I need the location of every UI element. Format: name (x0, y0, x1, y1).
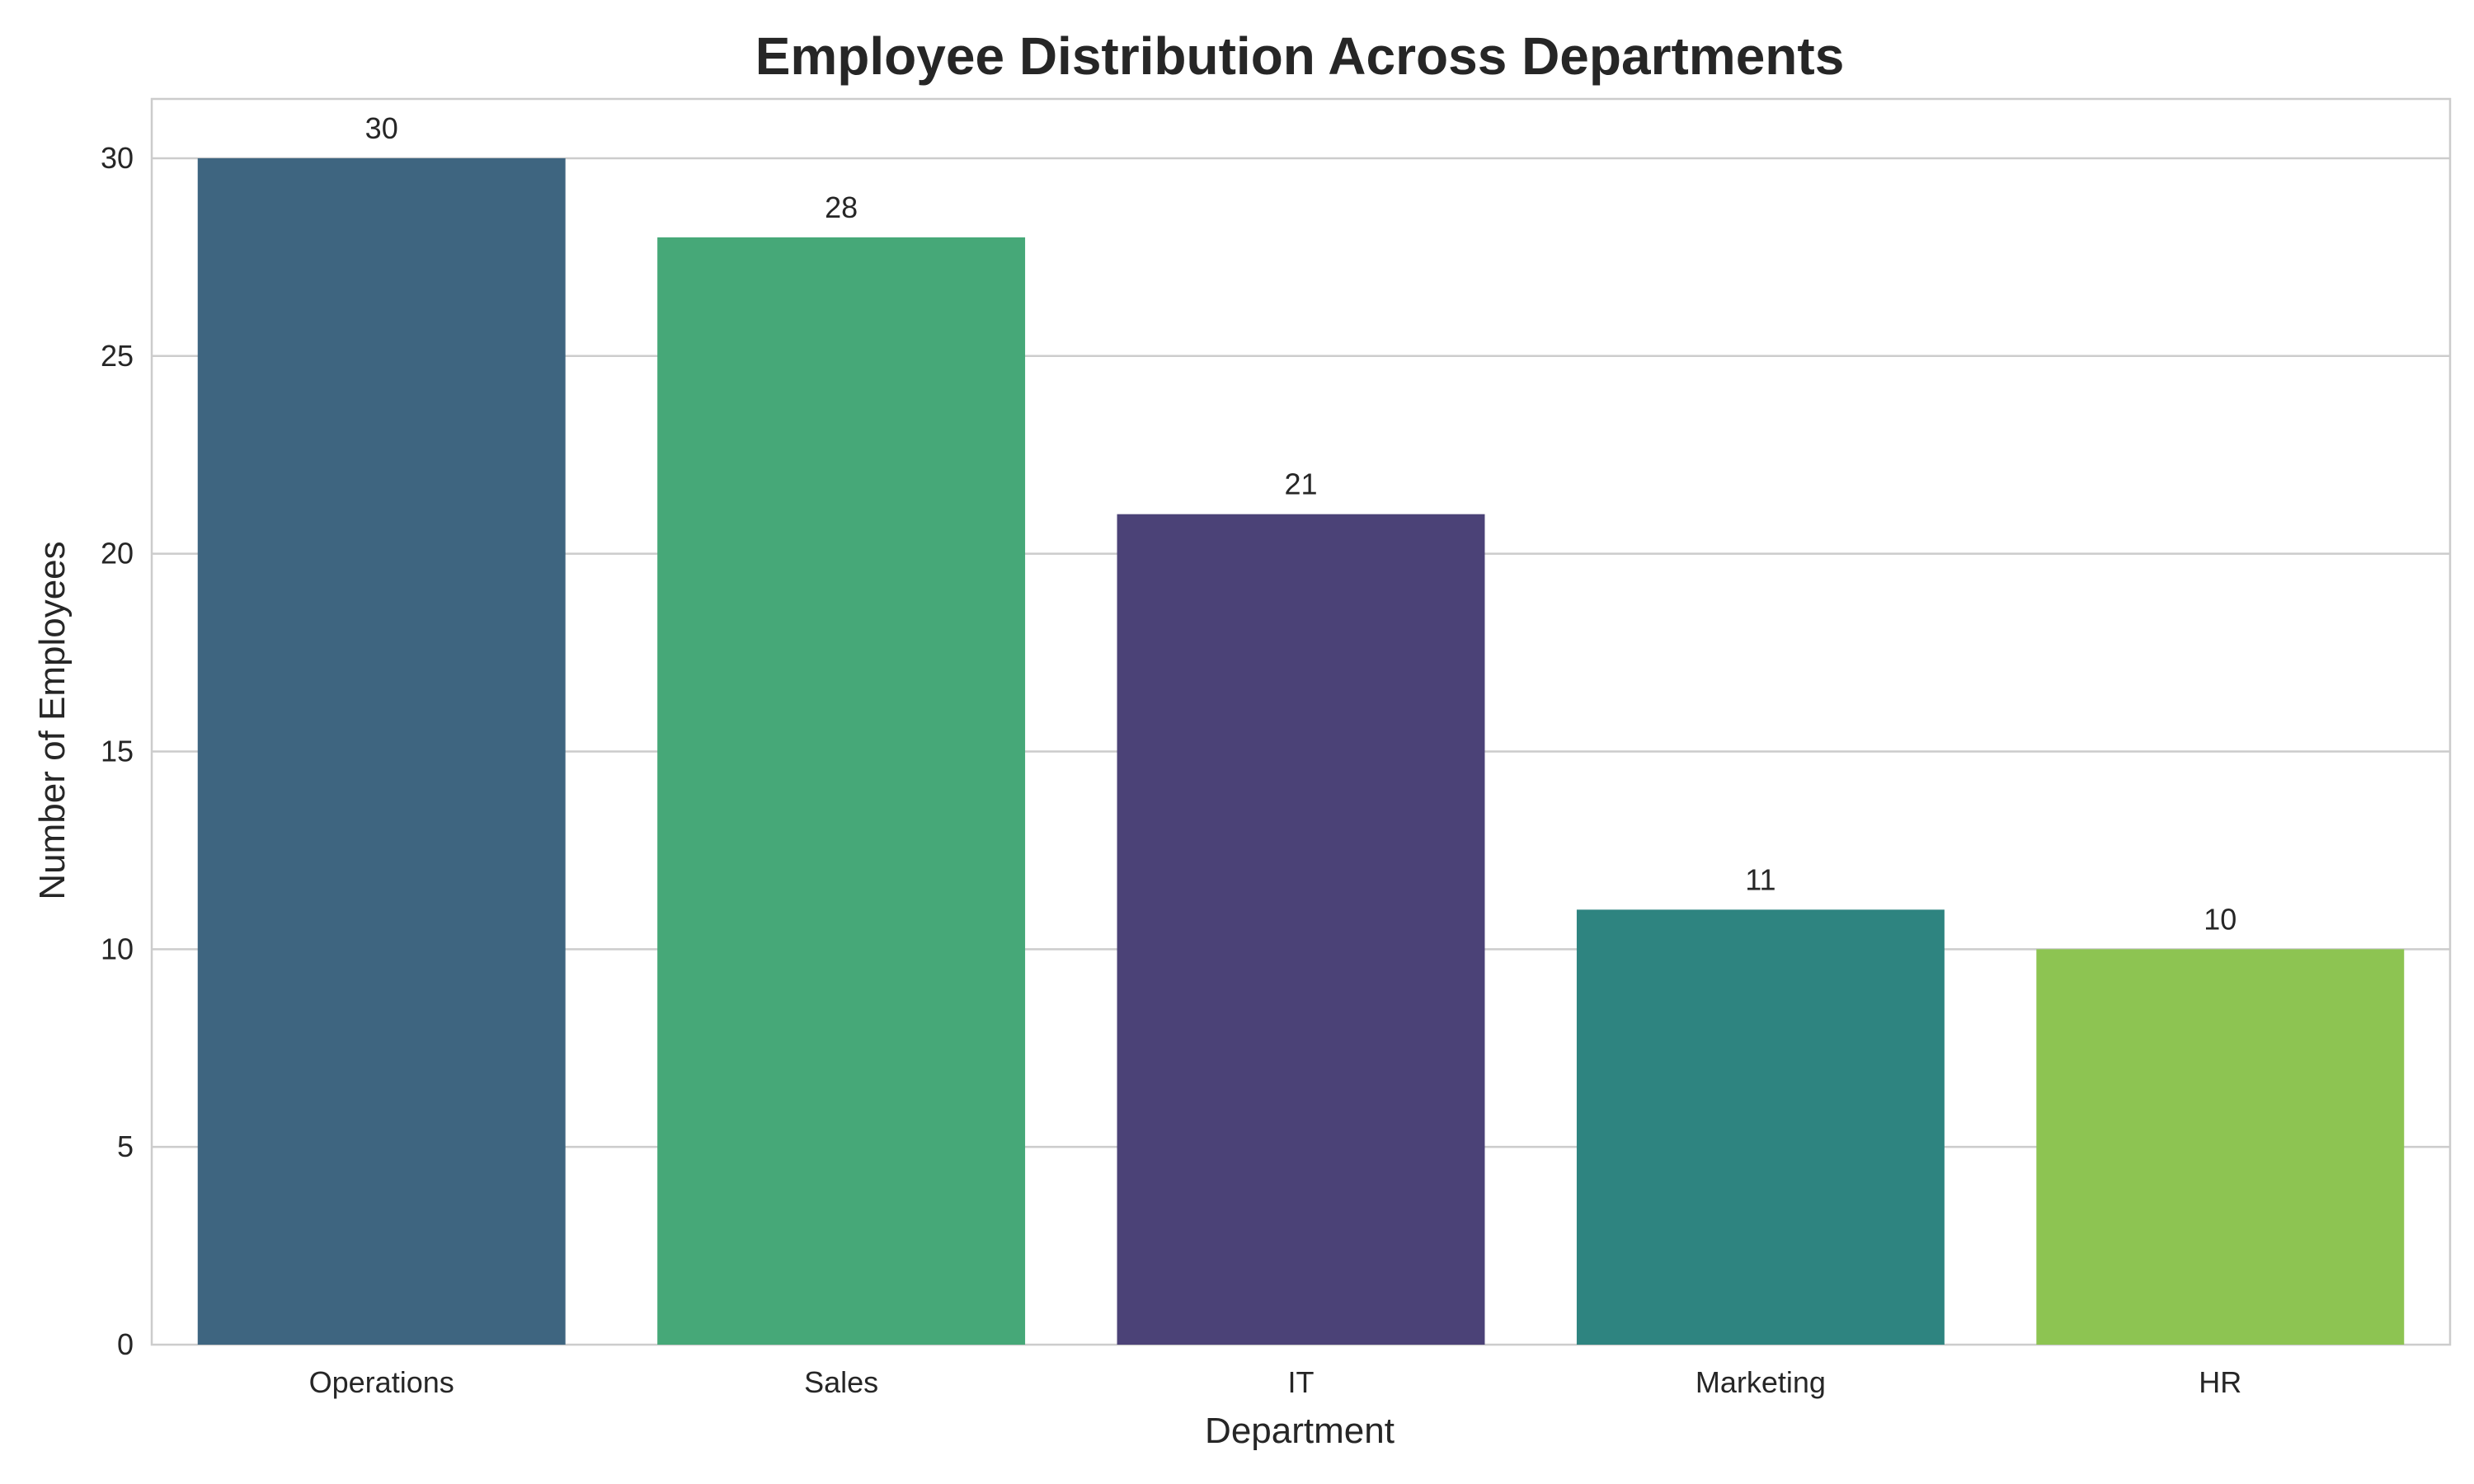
data-labels: 30 28 21 11 10 (365, 111, 2237, 936)
y-axis-ticks: 0 5 10 15 20 25 30 (101, 141, 134, 1361)
x-tick-label: Operations (309, 1365, 454, 1399)
bars (197, 157, 2405, 1345)
bar-value-label: 30 (365, 111, 398, 145)
bar-marketing (1576, 909, 1945, 1345)
x-tick-label: HR (2199, 1365, 2241, 1399)
y-tick-label: 30 (101, 141, 134, 175)
y-tick-label: 15 (101, 734, 134, 768)
y-tick-label: 20 (101, 537, 134, 571)
bar-hr (2036, 949, 2405, 1345)
bar-value-label: 21 (1284, 467, 1317, 501)
bar-value-label: 11 (1745, 862, 1776, 896)
x-axis-ticks: Operations Sales IT Marketing HR (309, 1365, 2242, 1399)
x-tick-label: Marketing (1696, 1365, 1826, 1399)
bar-value-label: 28 (825, 190, 858, 224)
x-tick-label: Sales (804, 1365, 878, 1399)
y-tick-label: 0 (117, 1327, 134, 1361)
y-tick-label: 10 (101, 932, 134, 965)
y-tick-label: 5 (117, 1129, 134, 1163)
bar-sales (657, 237, 1026, 1345)
x-tick-label: IT (1288, 1365, 1315, 1399)
chart-title: Employee Distribution Across Departments (755, 26, 1845, 86)
bar-it (1117, 514, 1485, 1345)
y-tick-label: 25 (101, 339, 134, 373)
y-axis-label: Number of Employees (32, 541, 73, 899)
x-axis-label: Department (1205, 1411, 1395, 1451)
bar-value-label: 10 (2204, 902, 2236, 936)
bar-operations (197, 157, 566, 1345)
